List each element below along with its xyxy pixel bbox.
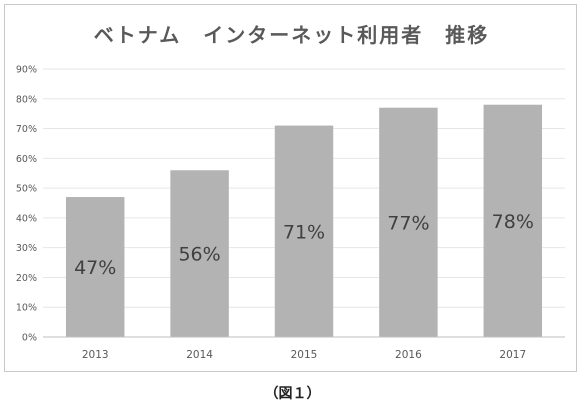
y-tick-label: 50%: [16, 184, 37, 195]
y-tick-label: 30%: [16, 243, 37, 254]
x-tick-label: 2014: [186, 349, 213, 361]
y-tick-label: 90%: [16, 65, 37, 76]
y-tick-label: 80%: [16, 94, 37, 105]
data-label: 71%: [283, 221, 325, 243]
bar-2014: [170, 170, 229, 337]
bar-2017: [483, 104, 543, 337]
x-axis-ticks: 2013 2014 2015 2016 2017: [82, 349, 526, 361]
y-axis-ticks: 0% 10% 20% 30% 40% 50% 60% 70% 80% 90%: [16, 65, 37, 344]
y-tick-label: 70%: [16, 124, 37, 135]
y-tick-label: 0%: [22, 333, 37, 344]
x-tick-label: 2016: [395, 349, 422, 361]
bar-2016: [379, 107, 438, 337]
bar-2015: [274, 125, 334, 337]
data-labels: 47% 56% 71% 77% 78%: [74, 211, 534, 279]
y-tick-label: 60%: [16, 154, 37, 165]
chart-title: ベトナム インターネット利用者 推移: [93, 23, 490, 47]
y-tick-label: 10%: [16, 303, 37, 314]
bars: [65, 104, 543, 337]
data-label: 77%: [387, 212, 429, 234]
y-tick-label: 20%: [16, 273, 37, 284]
figure-caption: （図１）: [264, 386, 321, 402]
y-tick-label: 40%: [16, 213, 37, 224]
chart-plot: 0%10%20%30%40%50%60%70%80%90% 2013 2014 20…: [16, 65, 565, 361]
x-tick-label: 2017: [499, 349, 526, 361]
x-tick-label: 2015: [291, 349, 318, 361]
chart-frame: ベトナム インターネット利用者 推移 0% 10% 20% 30% 40% 50% 60% 7…: [4, 4, 577, 372]
bar-2013: [65, 197, 125, 337]
data-label: 56%: [178, 244, 220, 266]
data-label: 78%: [492, 211, 534, 233]
x-tick-label: 2013: [82, 349, 109, 361]
data-label: 47%: [74, 257, 116, 279]
